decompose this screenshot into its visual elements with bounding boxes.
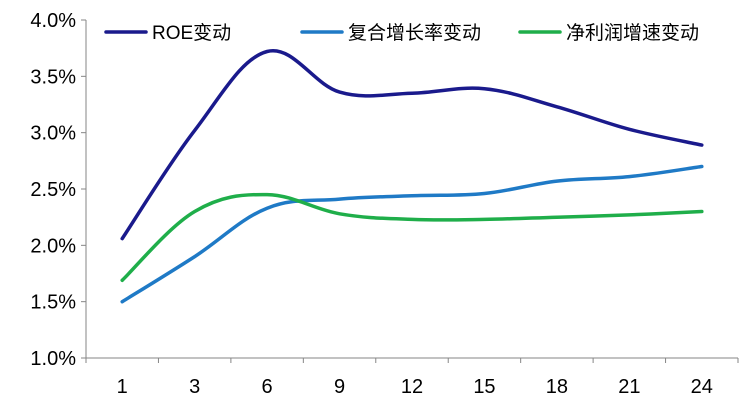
y-tick-label: 3.0% bbox=[30, 123, 76, 145]
x-tick-label: 1 bbox=[117, 376, 128, 398]
x-tick-label: 15 bbox=[473, 376, 495, 398]
x-tick-label: 21 bbox=[618, 376, 640, 398]
series-line-net-profit bbox=[120, 192, 704, 283]
x-tick-label: 6 bbox=[262, 376, 273, 398]
x-tick-label: 3 bbox=[189, 376, 200, 398]
y-tick-label: 2.5% bbox=[30, 179, 76, 201]
x-axis-ticks: 1 3 6 9 12 15 18 21 24 bbox=[85, 358, 739, 398]
y-tick-label: 4.0% bbox=[30, 10, 76, 32]
y-tick-label: 3.5% bbox=[30, 66, 76, 88]
axes bbox=[85, 20, 738, 359]
y-tick-label: 2.0% bbox=[30, 235, 76, 257]
legend-label-cagr: 复合增长率变动 bbox=[348, 22, 481, 44]
series-line-cagr bbox=[120, 164, 704, 304]
legend-label-net-profit: 净利润增速变动 bbox=[566, 22, 699, 44]
x-tick-label: 9 bbox=[334, 376, 345, 398]
legend-label-roe: ROE变动 bbox=[152, 22, 231, 44]
series-lines bbox=[120, 49, 704, 304]
x-tick-label: 12 bbox=[401, 376, 423, 398]
x-tick-label: 18 bbox=[546, 376, 568, 398]
y-tick-label: 1.0% bbox=[30, 348, 76, 370]
series-line-roe bbox=[120, 49, 704, 241]
y-axis-ticks: 1.0% 1.5% 2.0% 2.5% 3.0% 3.5% 4.0% bbox=[30, 10, 86, 370]
y-tick-label: 1.5% bbox=[30, 292, 76, 314]
legend: ROE变动 复合增长率变动 净利润增速变动 bbox=[104, 22, 699, 44]
x-tick-label: 24 bbox=[691, 376, 713, 398]
